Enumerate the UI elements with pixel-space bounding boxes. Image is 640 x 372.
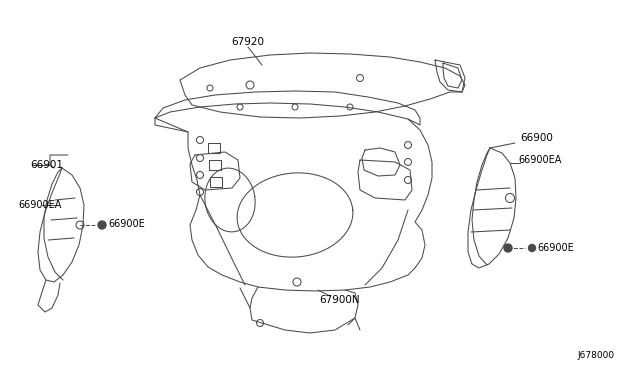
Circle shape	[529, 244, 536, 251]
Circle shape	[504, 244, 512, 252]
Text: 66900E: 66900E	[108, 219, 145, 229]
Text: 66900: 66900	[520, 133, 553, 143]
Circle shape	[98, 221, 106, 229]
Text: 66900E: 66900E	[537, 243, 573, 253]
Text: 67920: 67920	[232, 37, 264, 47]
Text: J678000: J678000	[578, 350, 615, 359]
Text: 66900EA: 66900EA	[518, 155, 561, 165]
Text: 66900EA: 66900EA	[18, 200, 61, 210]
Text: 67900N: 67900N	[320, 295, 360, 305]
Text: 66901: 66901	[30, 160, 63, 170]
